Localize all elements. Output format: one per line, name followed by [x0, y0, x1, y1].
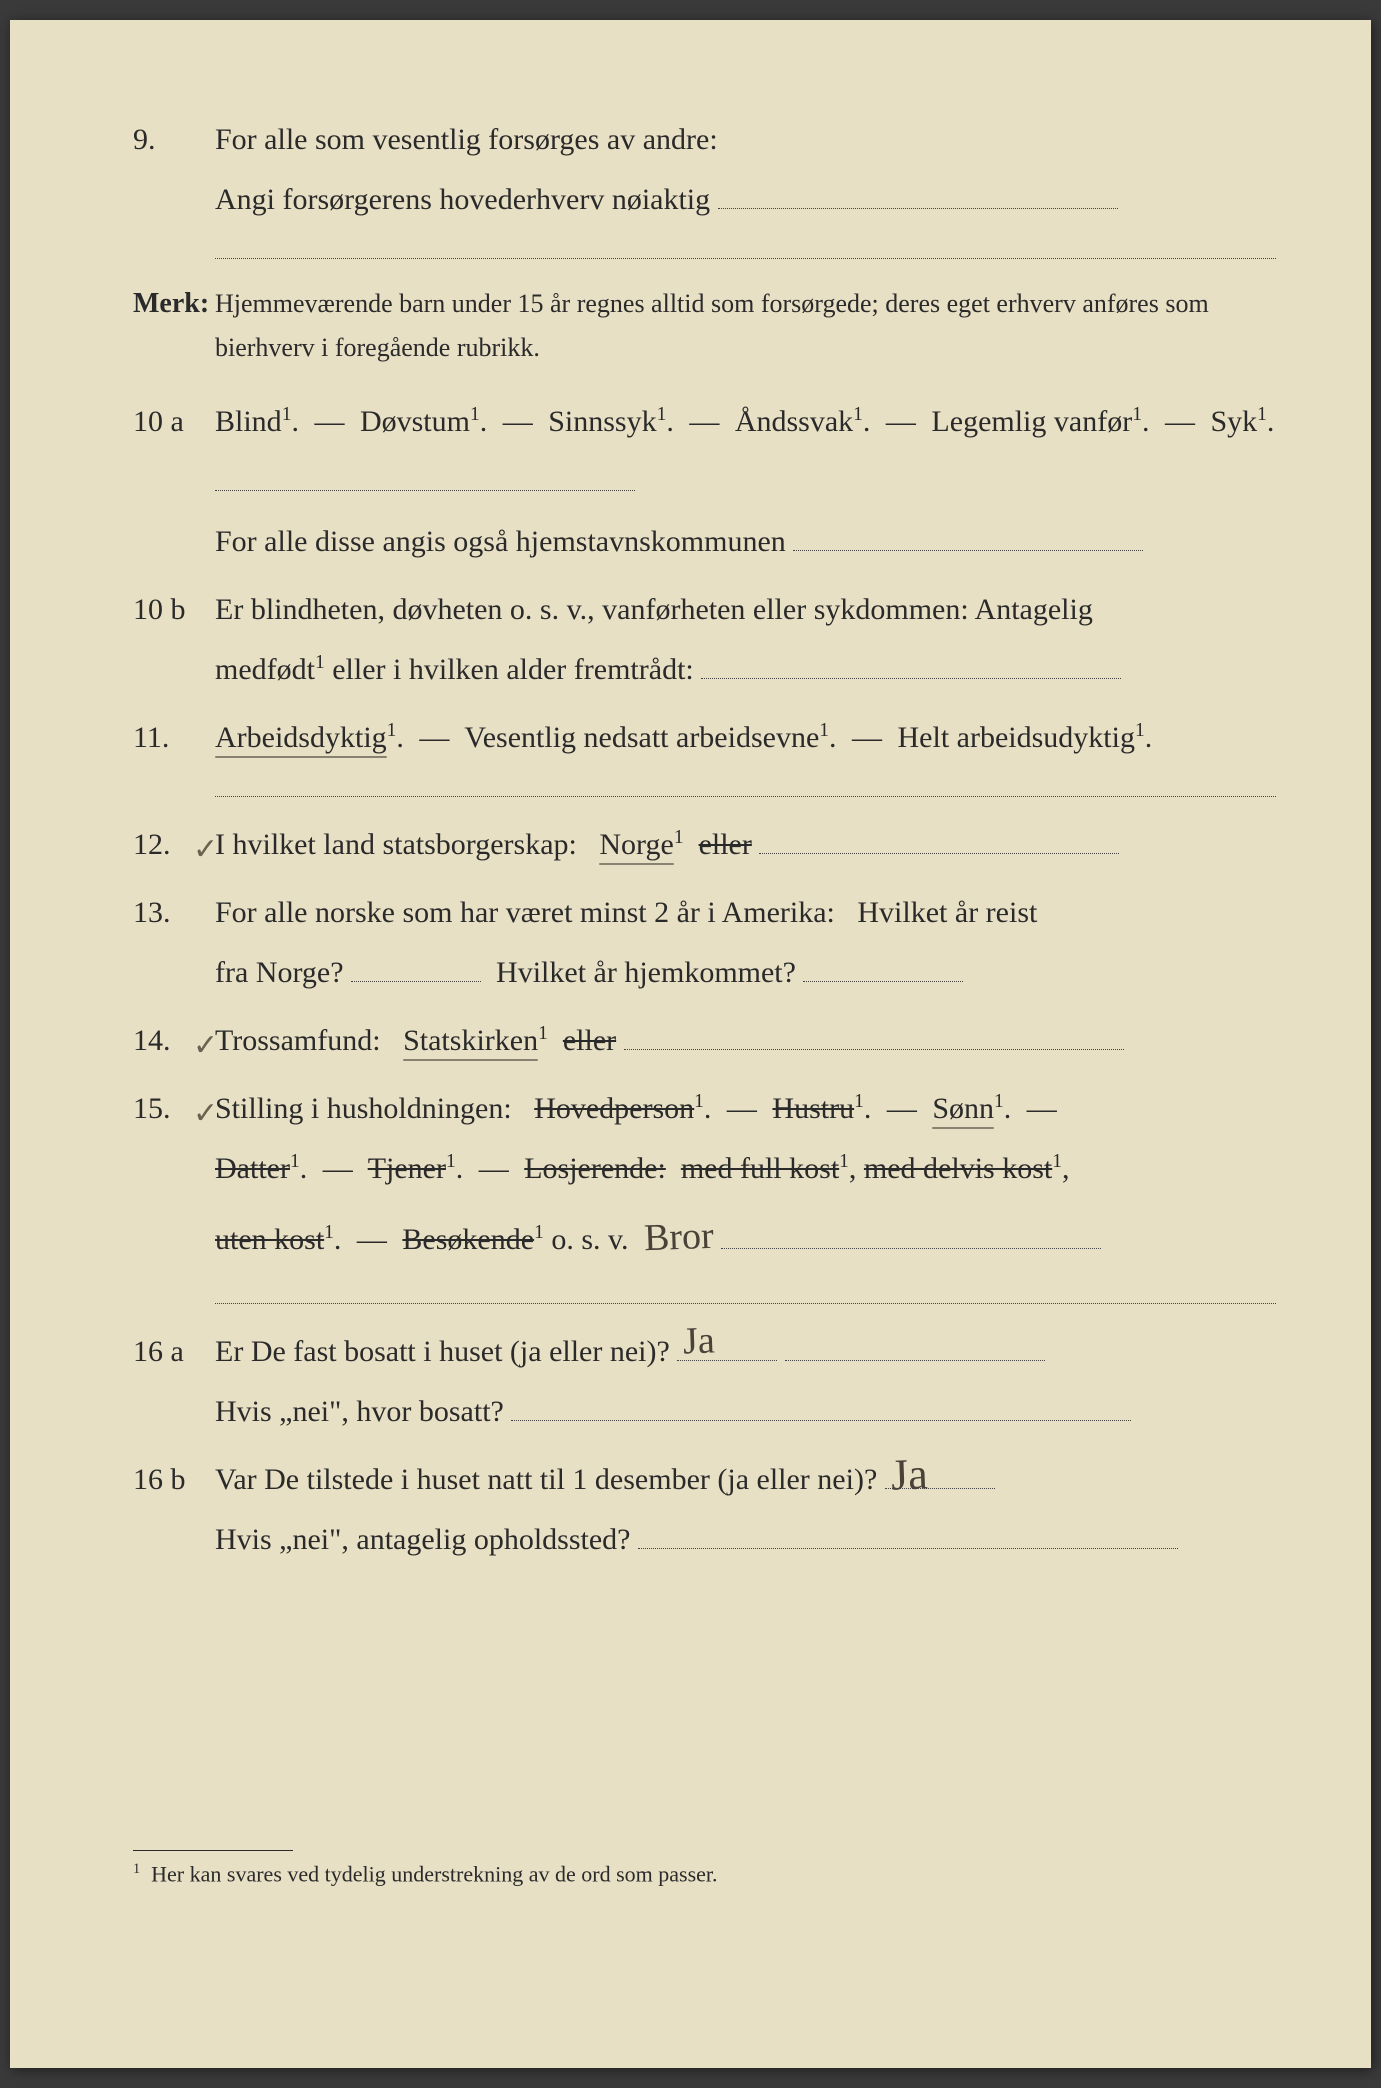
q10a-line3: For alle disse angis også hjemstavnskomm… — [215, 525, 786, 558]
q9-number: 9. — [125, 111, 215, 168]
q12-answer-norge[interactable]: Norge — [599, 828, 673, 861]
q16a-q: Er De fast bosatt i huset (ja eller nei)… — [215, 1335, 670, 1368]
q15-checkmark-icon: ✓ — [193, 1085, 218, 1142]
question-10a: 10 a Blind1. — Døvstum1. — Sinnssyk1. — … — [125, 392, 1276, 572]
q15-content: Stilling i husholdningen: Hovedperson1. … — [215, 1079, 1276, 1275]
q15-fill-2[interactable] — [215, 1303, 1276, 1304]
q10b-text2b: eller i hvilken alder fremtrådt: — [332, 653, 694, 686]
q14-label: Trossamfund: — [215, 1024, 381, 1057]
footnote-text: Her kan svares ved tydelig understreknin… — [151, 1862, 717, 1887]
q12-fill[interactable] — [759, 824, 1119, 854]
question-10b: 10 b Er blindheten, døvheten o. s. v., v… — [125, 580, 1276, 700]
q15-opt-fullkost[interactable]: med full kost — [681, 1152, 839, 1185]
q14-answer[interactable]: Statskirken — [403, 1024, 538, 1057]
q11-opt-a[interactable]: Arbeidsdyktig — [215, 721, 387, 754]
q15-opt-hustru[interactable]: Hustru — [772, 1092, 854, 1125]
q16b-q: Var De tilstede i huset natt til 1 desem… — [215, 1463, 877, 1496]
q15-opt-besokende[interactable]: Besøkende — [402, 1223, 534, 1256]
q10b-content: Er blindheten, døvheten o. s. v., vanfør… — [215, 580, 1276, 700]
q16b-content: Var De tilstede i huset natt til 1 desem… — [215, 1450, 1276, 1570]
question-16a: 16 a Er De fast bosatt i huset (ja eller… — [125, 1322, 1276, 1442]
question-12: ✓ 12. I hvilket land statsborgerskap: No… — [125, 815, 1276, 875]
q15-fill[interactable] — [721, 1219, 1101, 1249]
q14-fill[interactable] — [624, 1020, 1124, 1050]
q14-eller: eller — [563, 1024, 616, 1057]
q12-checkmark-icon: ✓ — [193, 821, 218, 878]
q13-text4: Hvilket år hjemkommet? — [496, 956, 796, 989]
q10b-fill[interactable] — [701, 649, 1121, 679]
q16a-content: Er De fast bosatt i huset (ja eller nei)… — [215, 1322, 1276, 1442]
question-9: 9. For alle som vesentlig forsørges av a… — [125, 110, 1276, 230]
q10a-number: 10 a — [125, 393, 215, 450]
census-form-page: 9. For alle som vesentlig forsørges av a… — [10, 20, 1371, 2068]
q9-fill-2[interactable] — [215, 258, 1276, 259]
q16a-fill-2[interactable] — [785, 1331, 1045, 1361]
q16a-fill[interactable]: Ja — [677, 1331, 777, 1361]
q11-opt-b[interactable]: Vesentlig nedsatt arbeidsevne — [464, 721, 819, 754]
q15-handwritten: Bror — [642, 1198, 714, 1276]
q15-opt-tjener[interactable]: Tjener — [368, 1152, 446, 1185]
q16a-answer: Ja — [682, 1303, 716, 1380]
footnote-rule — [133, 1850, 293, 1851]
q9-content: For alle som vesentlig forsørges av andr… — [215, 110, 1276, 230]
footnote-mark: 1 — [133, 1861, 140, 1877]
q9-text-1: For alle som vesentlig forsørges av andr… — [215, 123, 718, 156]
q16b-fill-2[interactable] — [638, 1519, 1178, 1549]
q13-fill-1[interactable] — [351, 952, 481, 982]
q16a-sub: Hvis „nei", hvor bosatt? — [215, 1395, 504, 1428]
q15-opt-losjerende[interactable]: Losjerende: — [524, 1152, 666, 1185]
q11-number: 11. — [125, 709, 215, 766]
q15-opt-datter[interactable]: Datter — [215, 1152, 290, 1185]
q10a-opt-blind[interactable]: Blind — [215, 405, 282, 438]
question-14: ✓ 14. Trossamfund: Statskirken1 eller — [125, 1011, 1276, 1071]
q10a-opt-syk[interactable]: Syk — [1210, 405, 1257, 438]
question-15: ✓ 15. Stilling i husholdningen: Hovedper… — [125, 1079, 1276, 1275]
q14-checkmark-icon: ✓ — [193, 1017, 218, 1074]
question-11: 11. Arbeidsdyktig1. — Vesentlig nedsatt … — [125, 708, 1276, 768]
q14-content: Trossamfund: Statskirken1 eller — [215, 1011, 1276, 1071]
merk-row: Merk: Hjemmeværende barn under 15 år reg… — [125, 277, 1276, 370]
q10a-fill[interactable] — [215, 461, 635, 491]
q11-fill[interactable] — [215, 796, 1276, 797]
q10a-opt-legemlig[interactable]: Legemlig vanfør — [931, 405, 1132, 438]
q15-opt-sonn[interactable]: Sønn — [932, 1092, 994, 1125]
q16a-number: 16 a — [125, 1323, 215, 1380]
q15-opt-hovedperson[interactable]: Hovedperson — [534, 1092, 694, 1125]
q16b-sub: Hvis „nei", antagelig opholdssted? — [215, 1523, 631, 1556]
q10b-medfodt[interactable]: medfødt — [215, 653, 315, 686]
q15-opt-delviskost[interactable]: med delvis kost — [864, 1152, 1052, 1185]
footnote: 1 Her kan svares ved tydelig understrekn… — [133, 1861, 1276, 1887]
q10a-content: Blind1. — Døvstum1. — Sinnssyk1. — Åndss… — [215, 392, 1276, 572]
q9-fill-1[interactable] — [718, 179, 1118, 209]
q12-text: I hvilket land statsborgerskap: — [215, 828, 577, 861]
q12-eller: eller — [699, 828, 752, 861]
merk-text: Hjemmeværende barn under 15 år regnes al… — [215, 282, 1276, 370]
q16b-answer: Ja — [889, 1431, 929, 1520]
q12-content: I hvilket land statsborgerskap: Norge1 e… — [215, 815, 1276, 875]
q15-osv: o. s. v. — [551, 1223, 628, 1256]
q10a-opt-sinnssyk[interactable]: Sinnssyk — [548, 405, 656, 438]
q10a-opt-andssvak[interactable]: Åndssvak — [735, 405, 853, 438]
q13-fill-2[interactable] — [803, 952, 963, 982]
merk-label: Merk: — [125, 277, 215, 330]
q11-content: Arbeidsdyktig1. — Vesentlig nedsatt arbe… — [215, 708, 1276, 768]
question-16b: 16 b Var De tilstede i huset natt til 1 … — [125, 1450, 1276, 1570]
q10b-text1: Er blindheten, døvheten o. s. v., vanfør… — [215, 593, 1093, 626]
q13-text1: For alle norske som har været minst 2 år… — [215, 896, 835, 929]
q16b-number: 16 b — [125, 1451, 215, 1508]
q13-text3: fra Norge? — [215, 956, 344, 989]
q11-opt-c[interactable]: Helt arbeidsudyktig — [898, 721, 1135, 754]
q10a-fill-2[interactable] — [793, 521, 1143, 551]
q10a-opt-dovstum[interactable]: Døvstum — [360, 405, 470, 438]
q10b-number: 10 b — [125, 581, 215, 638]
q16a-fill-3[interactable] — [511, 1391, 1131, 1421]
q15-label: Stilling i husholdningen: — [215, 1092, 512, 1125]
q16b-fill[interactable]: Ja — [885, 1459, 995, 1489]
q13-content: For alle norske som har været minst 2 år… — [215, 883, 1276, 1003]
q13-text2: Hvilket år reist — [857, 896, 1037, 929]
q15-opt-utenkost[interactable]: uten kost — [215, 1223, 324, 1256]
q13-number: 13. — [125, 884, 215, 941]
q9-text-2: Angi forsørgerens hovederhverv nøiaktig — [215, 183, 710, 216]
question-13: 13. For alle norske som har været minst … — [125, 883, 1276, 1003]
